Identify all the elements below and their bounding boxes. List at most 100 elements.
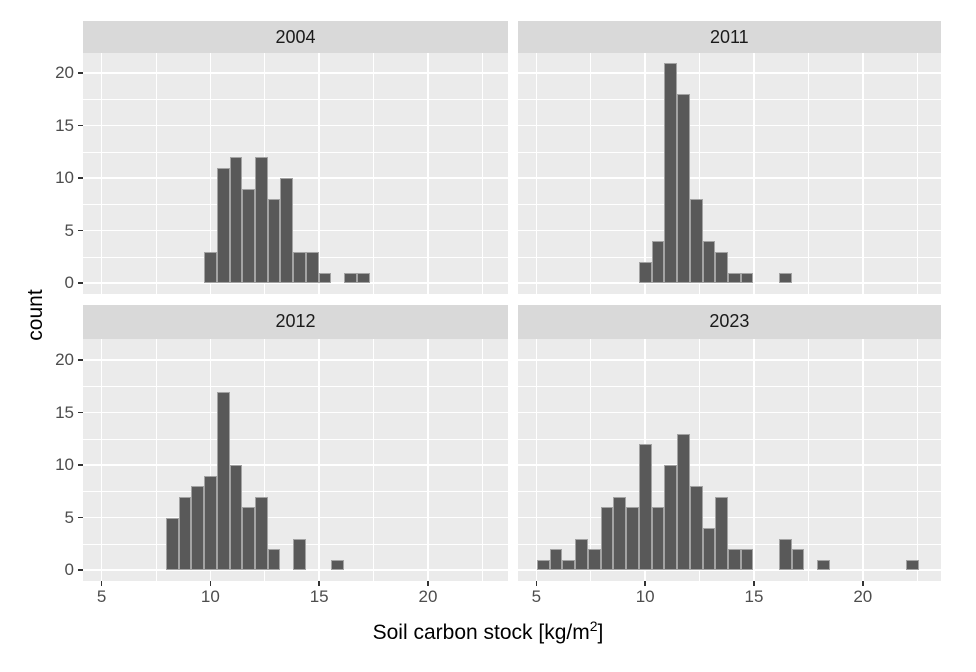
- gridline-major: [83, 569, 508, 571]
- gridline-major: [517, 229, 941, 232]
- histogram-bar: [715, 251, 728, 284]
- facet-panel-2012: [83, 338, 508, 582]
- gridline-major: [517, 359, 941, 361]
- x-axis-title-suffix: ]: [597, 621, 604, 644]
- x-tick-mark: [644, 581, 646, 587]
- gridline-minor: [916, 53, 918, 295]
- gridline-major: [644, 53, 646, 295]
- gridline-minor: [83, 386, 508, 387]
- gridline-major: [83, 464, 508, 466]
- histogram-bar: [318, 272, 332, 284]
- x-tick-label: 15: [744, 587, 764, 606]
- histogram-bar: [229, 157, 243, 284]
- gridline-major: [100, 53, 103, 295]
- gridline-major: [517, 569, 941, 571]
- gridline-major: [753, 53, 755, 295]
- histogram-bar: [216, 391, 230, 571]
- histogram-bar: [778, 272, 792, 284]
- gridline-minor: [517, 256, 941, 258]
- gridline-minor: [807, 53, 809, 295]
- gridline-major: [83, 229, 508, 232]
- y-tick-mark: [78, 516, 83, 519]
- gridline-major: [861, 53, 864, 295]
- y-tick-mark: [78, 411, 83, 414]
- histogram-bar: [229, 465, 243, 571]
- histogram-bar: [562, 559, 576, 571]
- gridline-minor: [83, 204, 508, 205]
- facet-strip-2012: 2012: [83, 304, 508, 339]
- histogram-bar: [727, 272, 741, 284]
- gridline-minor: [699, 53, 701, 295]
- histogram-bar: [906, 559, 919, 571]
- gridline-minor: [155, 53, 157, 295]
- gridline-major: [209, 53, 212, 295]
- histogram-bar: [587, 549, 601, 571]
- y-axis-title: count: [24, 289, 47, 341]
- histogram-bar: [689, 486, 703, 571]
- x-tick-label: 5: [96, 587, 107, 606]
- x-tick-label: 15: [309, 587, 329, 606]
- histogram-bar: [715, 496, 728, 571]
- gridline-major: [517, 282, 941, 284]
- gridline-major: [83, 177, 508, 179]
- y-tick-mark: [78, 464, 83, 466]
- x-tick-label: 10: [635, 587, 655, 606]
- gridline-major: [100, 338, 103, 582]
- histogram-bar: [727, 549, 741, 571]
- histogram-bar: [191, 486, 205, 571]
- y-tick-label: 20: [55, 63, 74, 83]
- histogram-bar: [638, 444, 652, 571]
- gridline-minor: [83, 99, 508, 100]
- gridline-major: [517, 411, 941, 414]
- x-axis-title: Soil carbon stock [kg/m2]: [0, 618, 976, 645]
- histogram-bar: [740, 549, 754, 571]
- x-tick-mark: [753, 581, 755, 587]
- gridline-major: [861, 338, 864, 582]
- histogram-bar: [689, 199, 703, 284]
- gridline-major: [753, 338, 755, 582]
- x-axis-title-superscript: 2: [589, 618, 598, 634]
- y-tick-label: 15: [55, 402, 74, 422]
- histogram-bar: [651, 241, 665, 284]
- gridline-minor: [83, 438, 508, 440]
- gridline-minor: [517, 491, 941, 492]
- histogram-bar: [549, 549, 563, 571]
- histogram-bar: [267, 199, 281, 284]
- gridline-minor: [373, 53, 375, 295]
- histogram-bar: [344, 272, 357, 284]
- histogram-bar: [331, 559, 345, 571]
- histogram-bar: [702, 241, 716, 284]
- y-tick-mark: [78, 229, 83, 232]
- gridline-major: [517, 464, 941, 466]
- x-tick-mark: [318, 581, 320, 587]
- gridline-minor: [590, 338, 592, 582]
- y-tick-mark: [78, 177, 83, 179]
- histogram-bar: [267, 549, 281, 571]
- histogram-bar: [664, 62, 678, 284]
- gridline-minor: [373, 338, 375, 582]
- gridline-minor: [590, 53, 592, 295]
- histogram-bar: [537, 559, 550, 571]
- gridline-major: [535, 338, 538, 582]
- histogram-bar: [255, 496, 268, 571]
- y-tick-label: 5: [64, 220, 74, 240]
- gridline-major: [209, 338, 212, 582]
- facet-strip-2011: 2011: [517, 21, 941, 53]
- x-tick-label: 5: [531, 587, 542, 606]
- x-axis-title-text: Soil carbon stock [kg/m: [372, 621, 590, 644]
- x-tick-mark: [862, 581, 864, 587]
- y-tick-label: 0: [64, 273, 74, 293]
- gridline-major: [318, 338, 320, 582]
- histogram-bar: [280, 178, 294, 284]
- histogram-bar: [600, 507, 614, 571]
- histogram-bar: [305, 251, 319, 284]
- histogram-bar: [664, 465, 678, 571]
- histogram-bar: [293, 538, 306, 571]
- histogram-bar: [242, 188, 255, 284]
- histogram-bar: [356, 272, 370, 284]
- x-tick-label: 10: [200, 587, 220, 606]
- gridline-major: [83, 282, 508, 284]
- gridline-major: [517, 124, 941, 127]
- histogram-bar: [638, 262, 652, 284]
